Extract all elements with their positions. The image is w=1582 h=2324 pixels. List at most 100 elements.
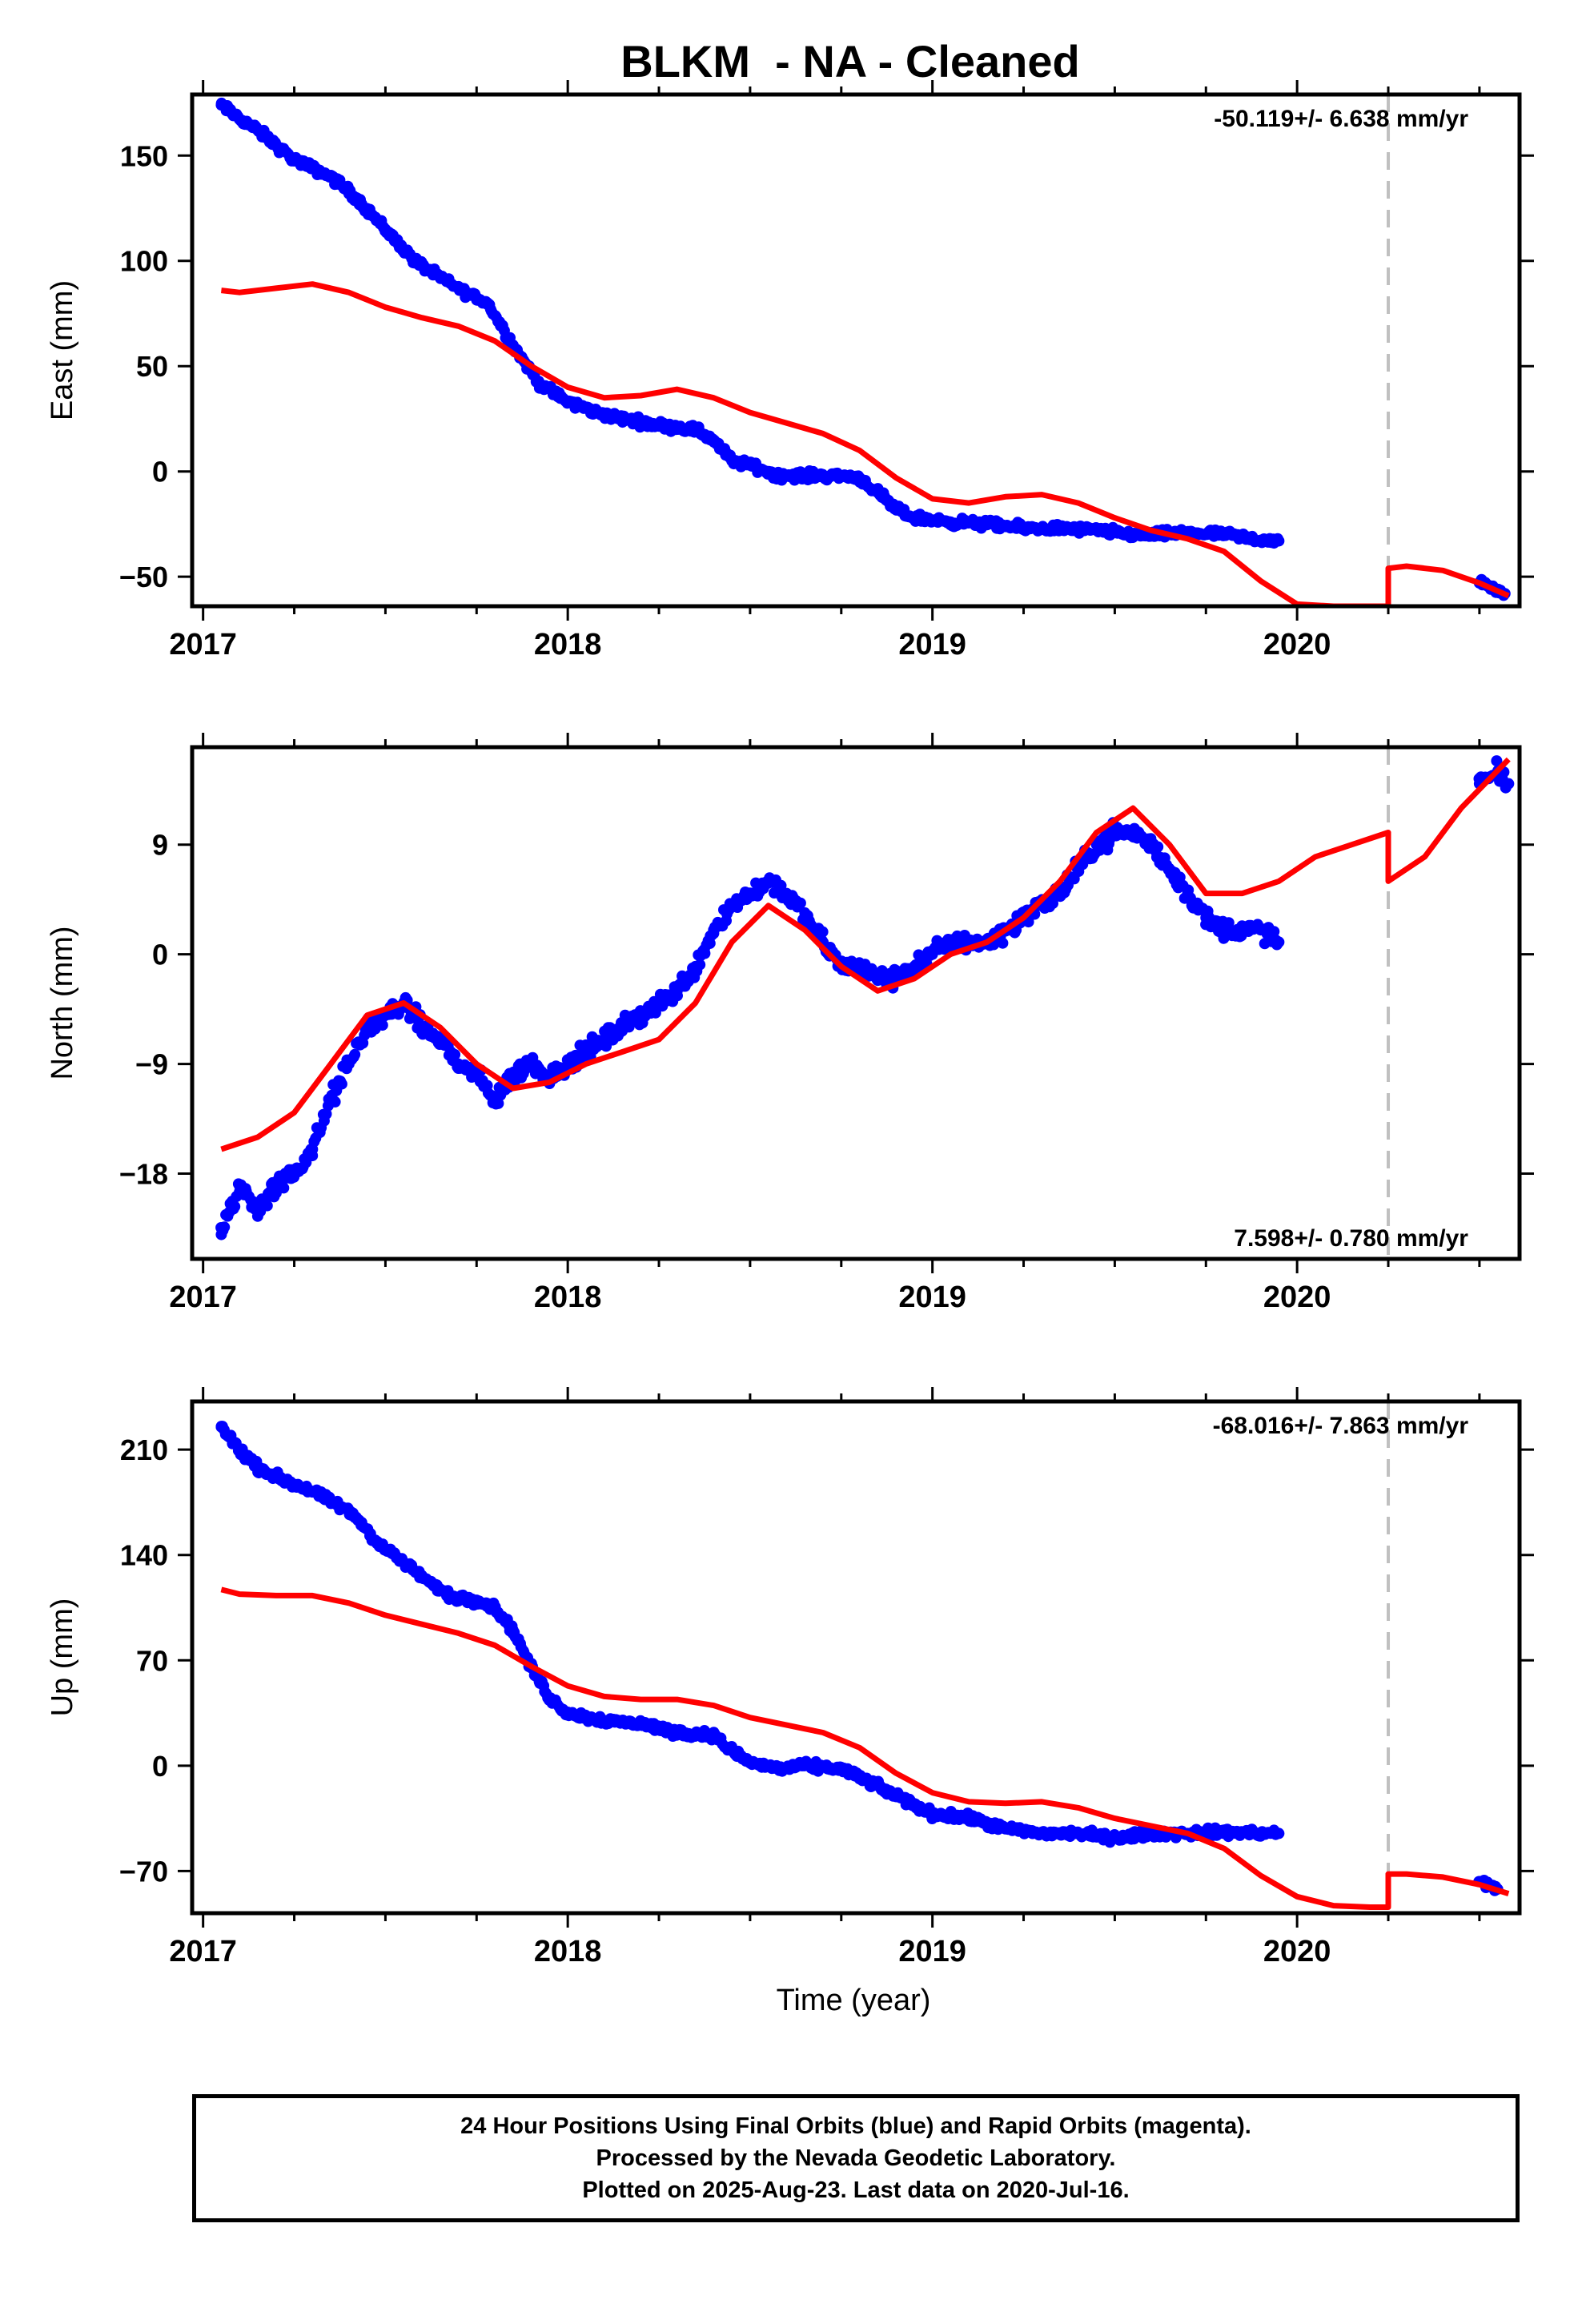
- observation-point: [562, 396, 574, 408]
- observation-point: [251, 1462, 263, 1474]
- x-axis-title: Time (year): [777, 1984, 931, 2017]
- observation-point: [1491, 755, 1503, 767]
- x-tick-label: 2020: [1263, 1281, 1331, 1314]
- observation-point: [997, 937, 1009, 949]
- observation-point: [708, 924, 720, 936]
- observation-point: [452, 1058, 464, 1070]
- observation-point: [635, 1009, 647, 1021]
- x-tick-label: 2017: [169, 628, 237, 661]
- observation-point: [398, 1557, 410, 1569]
- observation-point: [775, 879, 787, 891]
- observation-point: [1090, 525, 1102, 537]
- plot-frame: [190, 1399, 1522, 1916]
- observation-point: [726, 899, 738, 911]
- observation-point: [372, 1537, 384, 1549]
- observation-points: [215, 97, 1511, 601]
- panels-group: 2017 2018 2019 2020 150 100 50 0 −50 East (mm) -50…: [46, 80, 1534, 1968]
- observation-point: [307, 1486, 319, 1498]
- observation-point: [616, 1021, 628, 1033]
- observation-point: [449, 1048, 461, 1060]
- observation-point: [872, 973, 884, 985]
- observation-point: [307, 1144, 319, 1156]
- plot-frame: [190, 745, 1522, 1261]
- observation-point: [379, 223, 391, 235]
- observation-point: [350, 1511, 362, 1523]
- observation-point: [361, 1021, 373, 1033]
- observation-point: [598, 1034, 610, 1046]
- observation-point: [288, 1168, 300, 1180]
- observation-point: [872, 487, 884, 498]
- x-tick-label: 2018: [534, 1281, 602, 1314]
- observation-point: [507, 1070, 519, 1082]
- y-tick-label: 0: [152, 1750, 168, 1783]
- observation-point: [671, 1727, 683, 1739]
- y-tick-label: −50: [119, 561, 168, 593]
- observation-point: [853, 472, 865, 484]
- observation-point: [835, 469, 847, 481]
- observation-point: [1109, 1832, 1121, 1844]
- observation-point: [945, 936, 957, 948]
- x-tick-label: 2020: [1263, 1935, 1331, 1968]
- observation-point: [744, 887, 756, 899]
- observation-point: [1273, 1827, 1285, 1839]
- observation-point: [835, 1763, 847, 1775]
- observation-point: [653, 997, 665, 1009]
- footer-box: 24 Hour Positions Using Final Orbits (bl…: [192, 2094, 1520, 2222]
- figure-title: BLKM - NA - Cleaned: [620, 36, 1079, 86]
- x-tick-label: 2020: [1263, 628, 1331, 661]
- observation-point: [434, 1034, 446, 1046]
- observation-point: [744, 1757, 756, 1769]
- x-tick-label: 2017: [169, 1935, 237, 1968]
- observation-point: [532, 377, 544, 389]
- observation-point: [1163, 863, 1175, 875]
- y-tick-label: 0: [152, 456, 168, 489]
- observation-point: [908, 512, 920, 524]
- observation-point: [544, 1692, 556, 1704]
- observation-point: [349, 1048, 361, 1060]
- observation-point: [1255, 1827, 1267, 1839]
- observation-point: [781, 887, 793, 899]
- observation-point: [794, 897, 806, 909]
- observation-point: [999, 1823, 1011, 1835]
- observation-point: [1109, 826, 1121, 838]
- observation-point: [1219, 529, 1231, 541]
- plot-frame: [190, 92, 1522, 609]
- observation-point: [689, 424, 701, 436]
- observation-point: [1054, 522, 1066, 534]
- observation-point: [325, 1095, 337, 1107]
- observation-point: [744, 459, 756, 471]
- observation-point: [1072, 1827, 1084, 1839]
- x-tick-label: 2019: [898, 1935, 966, 1968]
- observation-point: [1273, 535, 1285, 547]
- observation-point: [1145, 1827, 1157, 1839]
- x-tick-label: 2019: [898, 1281, 966, 1314]
- observation-point: [227, 107, 239, 119]
- observation-point: [671, 985, 683, 997]
- y-axis-title: North (mm): [46, 926, 79, 1080]
- observation-point: [1127, 826, 1139, 838]
- observation-point: [1072, 863, 1084, 875]
- observation-point: [726, 455, 738, 467]
- observation-point: [580, 1046, 592, 1058]
- observation-point: [1255, 924, 1267, 936]
- observation-point: [335, 1078, 347, 1090]
- observation-point: [908, 960, 920, 972]
- observation-point: [635, 1718, 647, 1730]
- observation-point: [261, 1200, 273, 1212]
- observation-point: [471, 1070, 483, 1082]
- y-axis-title: Up (mm): [46, 1598, 79, 1717]
- observation-point: [945, 516, 957, 528]
- y-tick-label: −9: [135, 1048, 168, 1081]
- model-line: [221, 281, 1510, 606]
- observation-point: [343, 1058, 355, 1070]
- y-tick-label: 50: [136, 350, 168, 383]
- observation-point: [799, 469, 811, 481]
- observation-point: [288, 154, 300, 166]
- observation-point: [424, 1576, 436, 1588]
- observation-point: [1018, 522, 1030, 534]
- y-tick-label: 150: [120, 139, 168, 172]
- observation-point: [762, 875, 774, 887]
- observation-point: [890, 504, 902, 516]
- y-tick-label: 9: [152, 829, 168, 862]
- observation-point: [1182, 526, 1194, 538]
